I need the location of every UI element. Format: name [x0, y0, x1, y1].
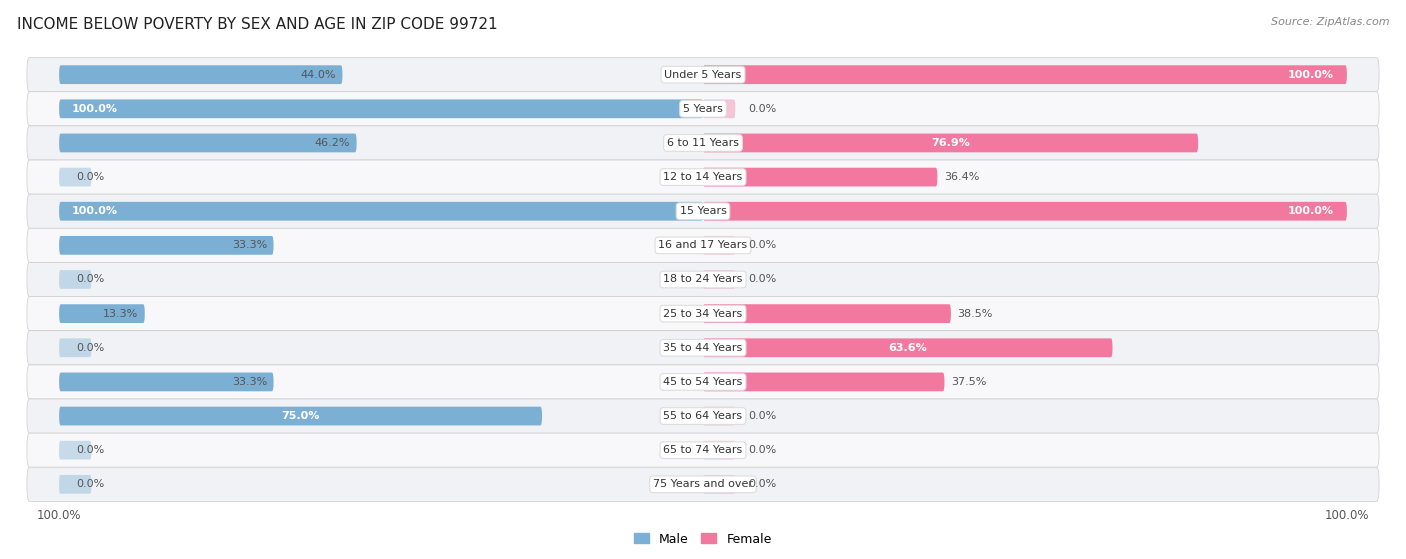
FancyBboxPatch shape	[703, 65, 1347, 84]
Text: 36.4%: 36.4%	[943, 172, 979, 182]
Text: 100.0%: 100.0%	[1288, 70, 1334, 80]
FancyBboxPatch shape	[703, 270, 735, 289]
FancyBboxPatch shape	[27, 433, 1379, 467]
Text: 6 to 11 Years: 6 to 11 Years	[666, 138, 740, 148]
FancyBboxPatch shape	[703, 441, 735, 459]
FancyBboxPatch shape	[27, 194, 1379, 228]
Text: 44.0%: 44.0%	[301, 70, 336, 80]
Text: 45 to 54 Years: 45 to 54 Years	[664, 377, 742, 387]
Text: 0.0%: 0.0%	[76, 343, 104, 353]
FancyBboxPatch shape	[27, 331, 1379, 365]
Text: 0.0%: 0.0%	[76, 479, 104, 489]
FancyBboxPatch shape	[703, 338, 1112, 357]
Text: 5 Years: 5 Years	[683, 104, 723, 114]
FancyBboxPatch shape	[27, 92, 1379, 126]
Text: 100.0%: 100.0%	[1288, 206, 1334, 216]
FancyBboxPatch shape	[59, 168, 91, 187]
FancyBboxPatch shape	[27, 297, 1379, 331]
FancyBboxPatch shape	[27, 160, 1379, 194]
Text: 37.5%: 37.5%	[950, 377, 986, 387]
Text: Under 5 Years: Under 5 Years	[665, 70, 741, 80]
FancyBboxPatch shape	[27, 467, 1379, 501]
Text: 16 and 17 Years: 16 and 17 Years	[658, 240, 748, 250]
Text: 0.0%: 0.0%	[748, 479, 776, 489]
FancyBboxPatch shape	[703, 406, 735, 425]
FancyBboxPatch shape	[59, 134, 357, 153]
Text: 55 to 64 Years: 55 to 64 Years	[664, 411, 742, 421]
Text: 33.3%: 33.3%	[232, 240, 267, 250]
Text: 75 Years and over: 75 Years and over	[652, 479, 754, 489]
Legend: Male, Female: Male, Female	[630, 528, 776, 551]
Text: Source: ZipAtlas.com: Source: ZipAtlas.com	[1271, 17, 1389, 27]
FancyBboxPatch shape	[27, 365, 1379, 399]
Text: 65 to 74 Years: 65 to 74 Years	[664, 445, 742, 455]
Text: 33.3%: 33.3%	[232, 377, 267, 387]
Text: 0.0%: 0.0%	[748, 274, 776, 285]
Text: 0.0%: 0.0%	[748, 240, 776, 250]
FancyBboxPatch shape	[703, 304, 950, 323]
FancyBboxPatch shape	[59, 441, 91, 459]
Text: 0.0%: 0.0%	[76, 172, 104, 182]
Text: 38.5%: 38.5%	[957, 309, 993, 319]
FancyBboxPatch shape	[59, 236, 274, 255]
FancyBboxPatch shape	[59, 100, 703, 118]
Text: 18 to 24 Years: 18 to 24 Years	[664, 274, 742, 285]
FancyBboxPatch shape	[703, 202, 1347, 221]
FancyBboxPatch shape	[703, 100, 735, 118]
FancyBboxPatch shape	[27, 126, 1379, 160]
FancyBboxPatch shape	[59, 338, 91, 357]
Text: 0.0%: 0.0%	[76, 445, 104, 455]
FancyBboxPatch shape	[59, 475, 91, 494]
Text: INCOME BELOW POVERTY BY SEX AND AGE IN ZIP CODE 99721: INCOME BELOW POVERTY BY SEX AND AGE IN Z…	[17, 17, 498, 32]
Text: 0.0%: 0.0%	[76, 274, 104, 285]
Text: 0.0%: 0.0%	[748, 445, 776, 455]
Text: 100.0%: 100.0%	[72, 206, 118, 216]
Text: 0.0%: 0.0%	[748, 104, 776, 114]
FancyBboxPatch shape	[703, 236, 735, 255]
FancyBboxPatch shape	[27, 399, 1379, 433]
FancyBboxPatch shape	[59, 202, 703, 221]
Text: 100.0%: 100.0%	[72, 104, 118, 114]
Text: 25 to 34 Years: 25 to 34 Years	[664, 309, 742, 319]
FancyBboxPatch shape	[27, 58, 1379, 92]
FancyBboxPatch shape	[703, 372, 945, 391]
Text: 46.2%: 46.2%	[315, 138, 350, 148]
FancyBboxPatch shape	[59, 65, 343, 84]
FancyBboxPatch shape	[703, 475, 735, 494]
Text: 35 to 44 Years: 35 to 44 Years	[664, 343, 742, 353]
Text: 63.6%: 63.6%	[889, 343, 927, 353]
FancyBboxPatch shape	[59, 372, 274, 391]
Text: 15 Years: 15 Years	[679, 206, 727, 216]
Text: 76.9%: 76.9%	[931, 138, 970, 148]
FancyBboxPatch shape	[59, 406, 543, 425]
FancyBboxPatch shape	[59, 304, 145, 323]
Text: 75.0%: 75.0%	[281, 411, 319, 421]
Text: 13.3%: 13.3%	[103, 309, 138, 319]
Text: 0.0%: 0.0%	[748, 411, 776, 421]
FancyBboxPatch shape	[59, 270, 91, 289]
FancyBboxPatch shape	[27, 228, 1379, 262]
Text: 12 to 14 Years: 12 to 14 Years	[664, 172, 742, 182]
FancyBboxPatch shape	[703, 134, 1198, 153]
FancyBboxPatch shape	[27, 262, 1379, 297]
FancyBboxPatch shape	[703, 168, 938, 187]
